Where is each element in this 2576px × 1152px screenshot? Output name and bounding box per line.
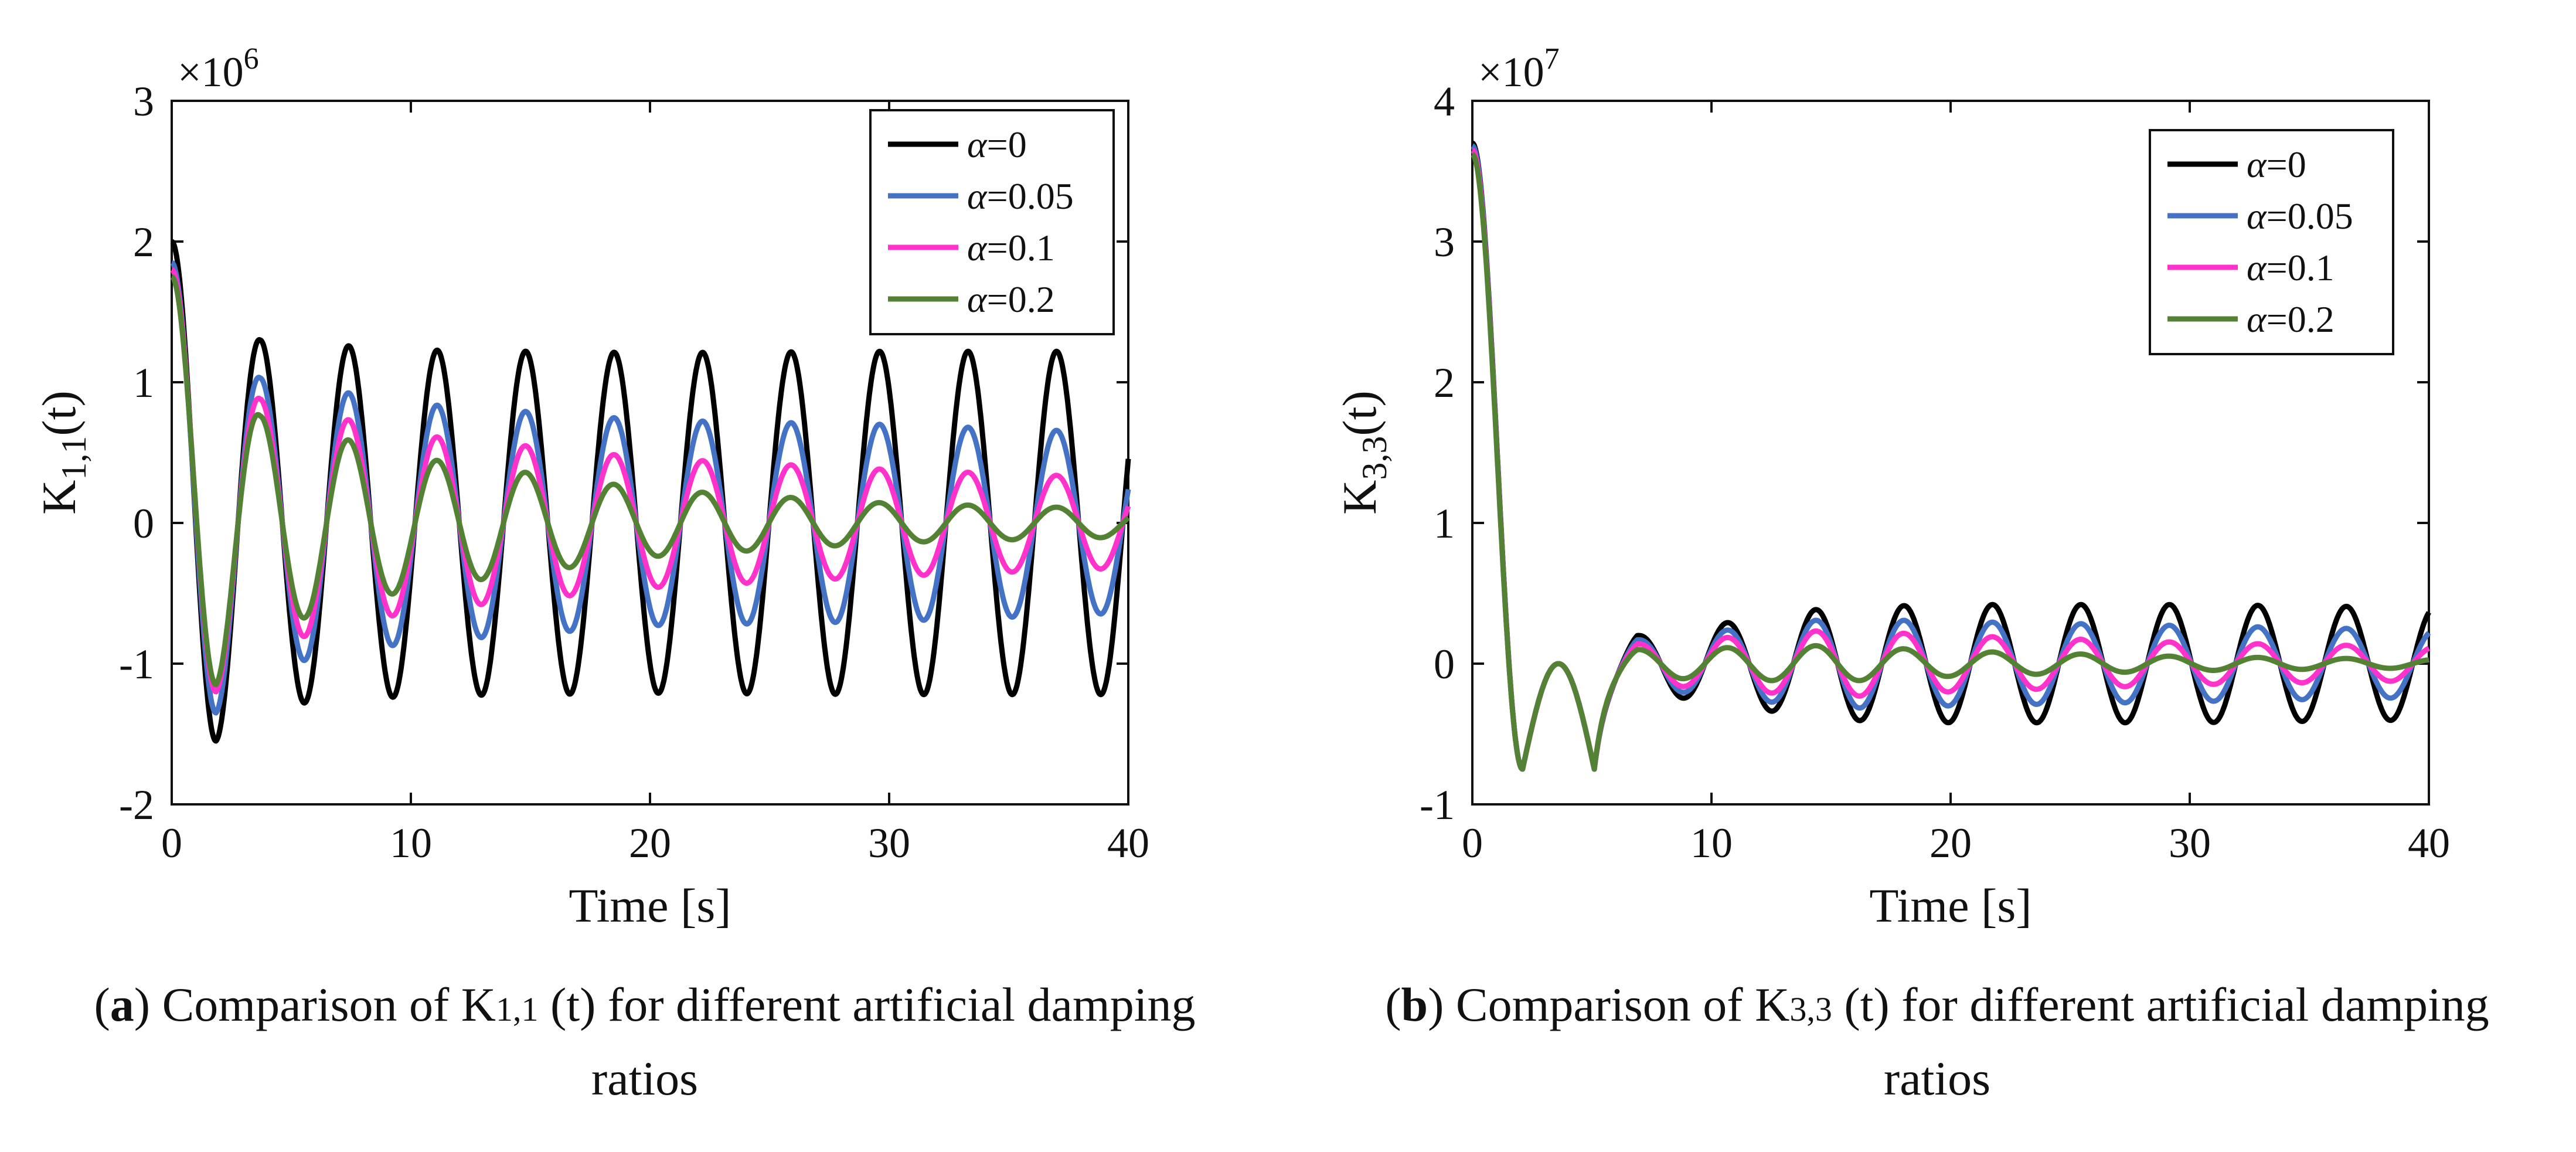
- y-tick-label: 3: [1434, 219, 1455, 266]
- legend-alpha: α: [967, 227, 988, 269]
- y-label-subscript: 1,1: [55, 436, 93, 480]
- x-tick-label: 20: [629, 820, 671, 866]
- y-tick-label: 1: [1434, 500, 1455, 547]
- y-tick-label: 4: [1434, 78, 1455, 125]
- legend-alpha: α: [967, 175, 988, 217]
- multiplier-exponent: 6: [244, 42, 259, 76]
- y-label-base: K: [1333, 480, 1386, 515]
- legend-alpha: α: [2247, 298, 2267, 340]
- legend: α=0α=0.05α=0.1α=0.2: [869, 109, 1115, 335]
- y-label-subscript: 3,3: [1355, 436, 1394, 480]
- x-tick-label: 0: [1462, 820, 1483, 866]
- legend-label-0: α=0: [967, 124, 1027, 165]
- x-tick-label: 10: [1690, 820, 1733, 866]
- legend-value: =0.2: [2267, 298, 2335, 340]
- caption-b-pre: Comparison of K: [1455, 978, 1790, 1031]
- caption-a-label: a: [110, 978, 134, 1031]
- y-tick-label: 0: [1434, 641, 1455, 688]
- x-axis-label: Time [s]: [569, 879, 731, 932]
- legend-alpha: α: [2247, 144, 2267, 185]
- caption-a-line2: ratios: [591, 1052, 699, 1105]
- legend-value: =0.1: [987, 227, 1055, 269]
- series-line-2: [1470, 147, 2431, 772]
- y-tick-label: -1: [1420, 781, 1455, 828]
- legend-label-1: α=0.05: [2247, 195, 2353, 237]
- legend-alpha: α: [967, 278, 988, 320]
- series-line-3: [169, 274, 1131, 688]
- caption-b-post: (t) for different artificial damping: [1832, 978, 2489, 1031]
- legend-alpha: α: [967, 124, 988, 165]
- x-tick-label: 10: [390, 820, 432, 866]
- axis-multiplier: ×106: [178, 42, 259, 96]
- legend-alpha: α: [2247, 195, 2267, 237]
- legend-label-3: α=0.2: [2247, 298, 2335, 340]
- caption-b-line2: ratios: [1883, 1052, 1991, 1105]
- y-tick-label: -2: [119, 781, 154, 828]
- y-tick-label: 1: [133, 359, 154, 406]
- y-label-tail: (t): [1333, 390, 1386, 436]
- multiplier-base: ×10: [178, 49, 244, 96]
- caption-b: (b) Comparison of K3,3 (t) for different…: [1385, 978, 2489, 1105]
- multiplier-base: ×10: [1478, 49, 1544, 96]
- caption-b-sub: 3,3: [1789, 990, 1832, 1028]
- y-label-base: K: [32, 480, 86, 515]
- y-tick-label: 3: [133, 78, 154, 125]
- x-tick-label: 0: [161, 820, 182, 866]
- y-tick-label: 0: [133, 500, 154, 547]
- legend-value: =0.1: [2267, 247, 2335, 288]
- legend-label-3: α=0.2: [967, 278, 1055, 320]
- legend-label-2: α=0.1: [2247, 247, 2335, 288]
- legend-value: =0: [2267, 144, 2306, 185]
- caption-a-post: (t) for different artificial damping: [538, 978, 1196, 1031]
- y-tick-label: 2: [1434, 359, 1455, 406]
- x-tick-label: 30: [2169, 820, 2211, 866]
- legend-label-1: α=0.05: [967, 175, 1074, 217]
- legend-alpha: α: [2247, 247, 2267, 288]
- x-tick-label: 30: [868, 820, 910, 866]
- y-axis-label: K1,1(t): [32, 390, 93, 515]
- y-axis-label: K3,3(t): [1333, 390, 1394, 515]
- y-label-tail: (t): [32, 390, 86, 436]
- multiplier-exponent: 7: [1544, 42, 1560, 76]
- legend-value: =0.05: [987, 175, 1074, 217]
- legend-label-2: α=0.1: [967, 227, 1055, 269]
- caption-a-pre: Comparison of K: [162, 978, 496, 1031]
- legend-label-0: α=0: [2247, 144, 2306, 185]
- x-tick-label: 20: [1930, 820, 1972, 866]
- x-axis-label: Time [s]: [1869, 879, 2031, 932]
- caption-a-sub: 1,1: [496, 990, 539, 1028]
- legend-value: =0.2: [987, 278, 1055, 320]
- caption-a: (a) Comparison of K1,1 (t) for different…: [94, 978, 1196, 1105]
- y-tick-label: 2: [133, 219, 154, 266]
- x-tick-label: 40: [1107, 820, 1149, 866]
- axis-multiplier: ×107: [1478, 42, 1560, 96]
- series-line-3: [1470, 152, 2431, 772]
- x-tick-label: 40: [2408, 820, 2450, 866]
- legend-value: =0.05: [2267, 195, 2353, 237]
- legend-value: =0: [987, 124, 1027, 165]
- caption-b-label: b: [1401, 978, 1428, 1031]
- legend: α=0α=0.05α=0.1α=0.2: [2149, 129, 2394, 355]
- y-tick-label: -1: [119, 641, 154, 688]
